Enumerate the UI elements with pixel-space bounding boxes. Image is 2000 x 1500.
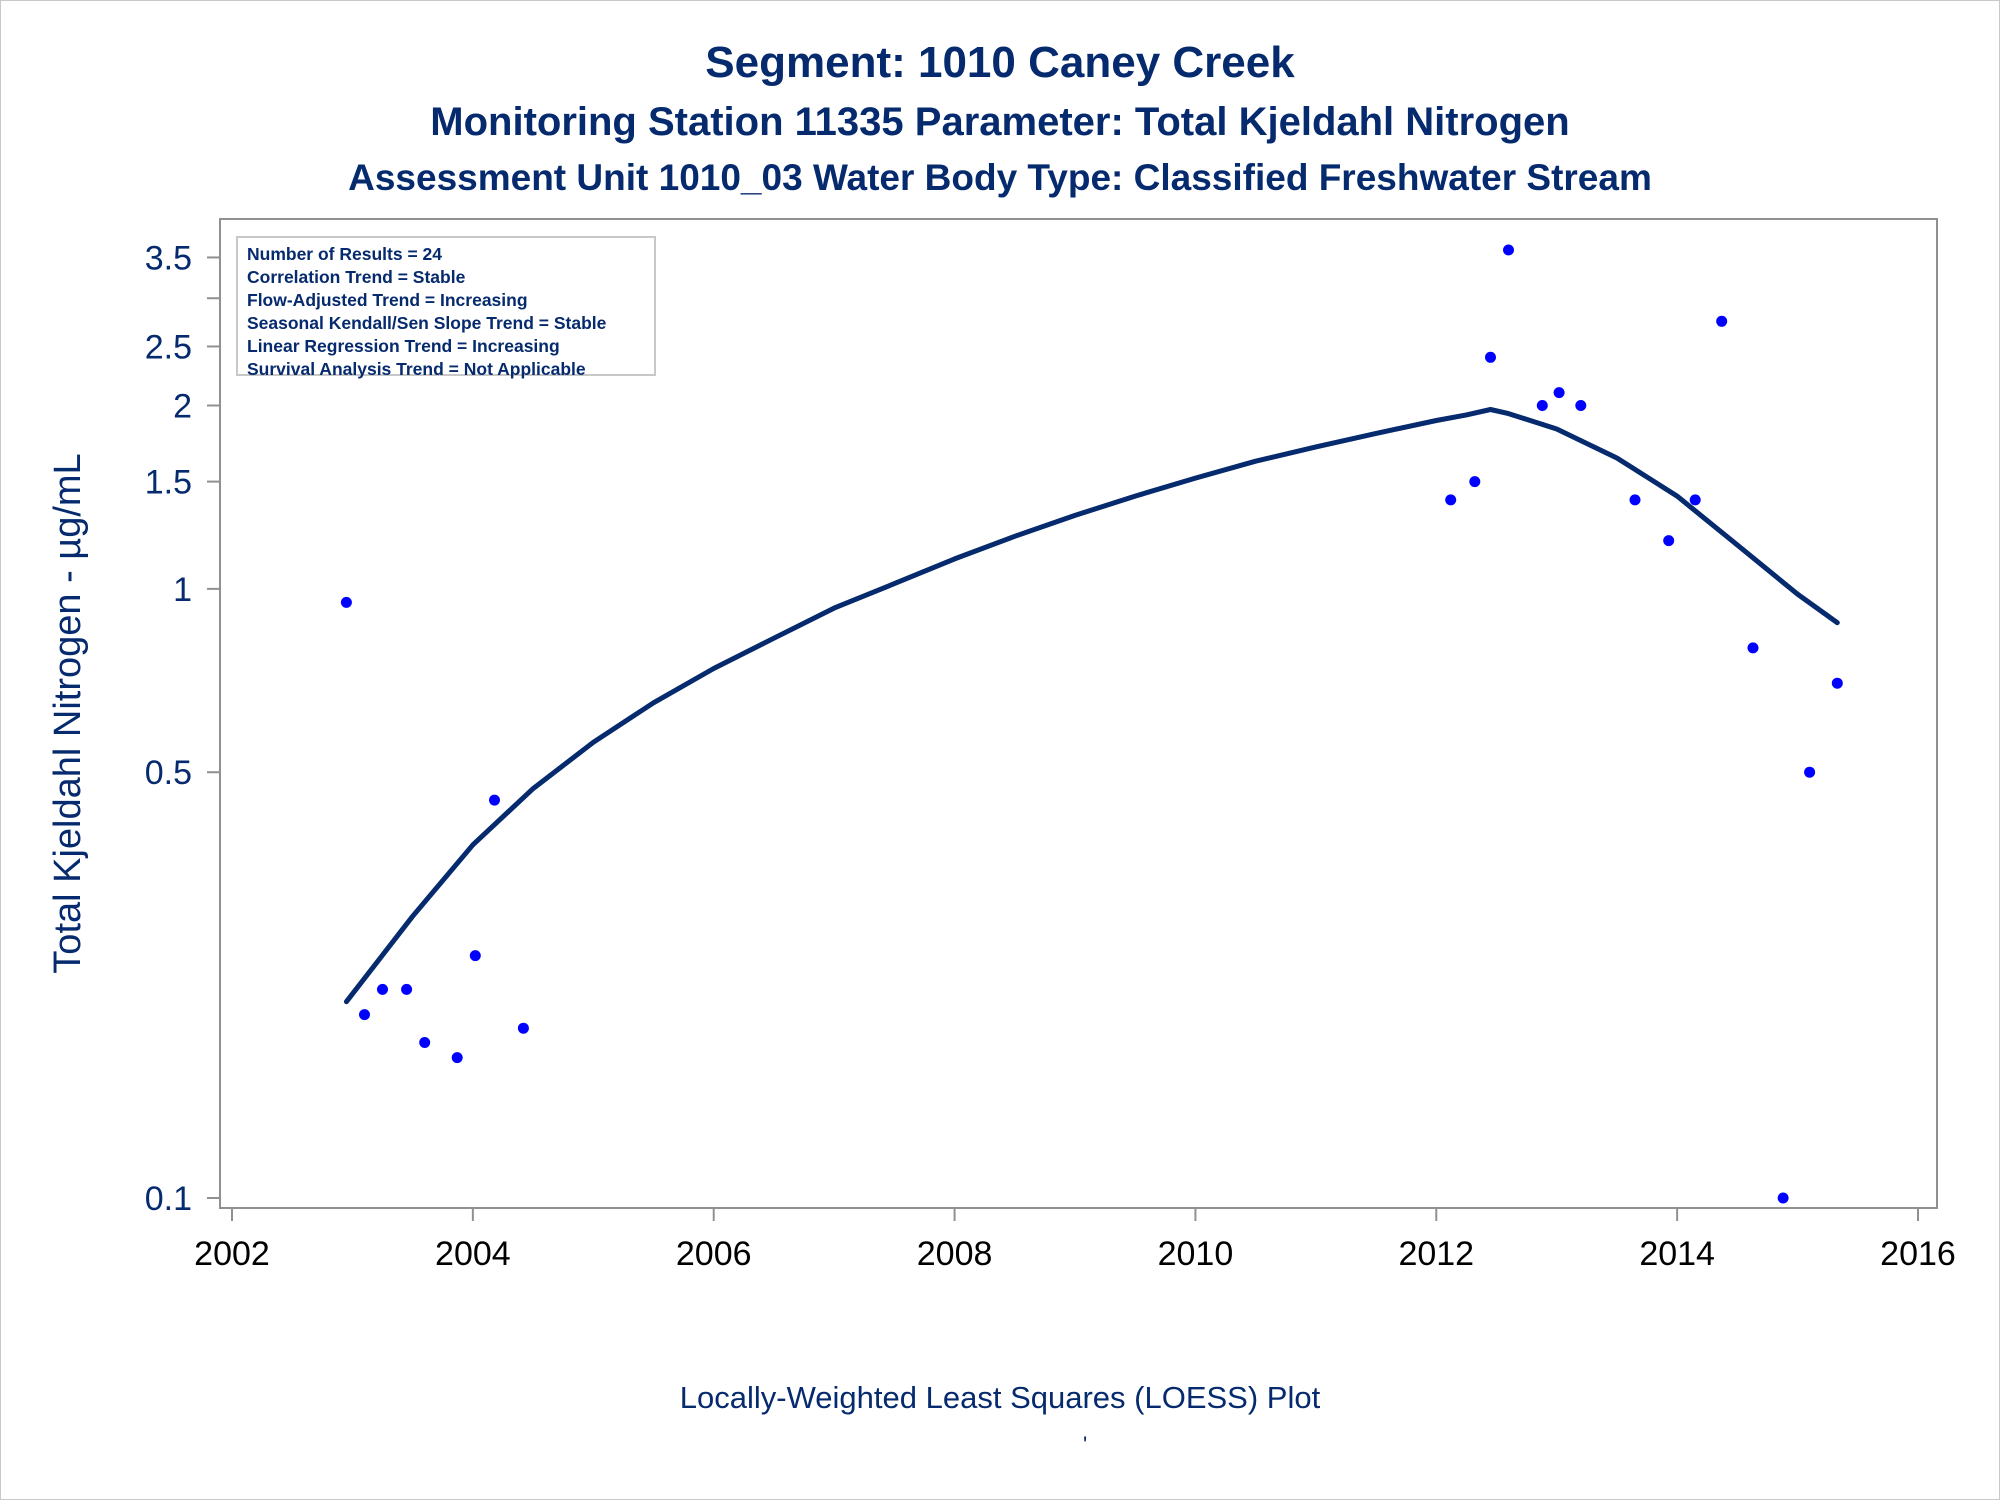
footnote-mark: ' <box>1083 1432 1088 1457</box>
x-tick-label-2002: 2002 <box>194 1235 270 1273</box>
y-tick-label-7: 3.5 <box>145 239 192 277</box>
y-tick-label-3: 1.5 <box>145 464 192 502</box>
data-point-3 <box>401 983 413 995</box>
data-point-13 <box>1536 400 1548 411</box>
data-point-18 <box>1689 494 1701 506</box>
chart-subtitle-2: Assessment Unit 1010_03 Water Body Type:… <box>348 157 1652 198</box>
data-point-7 <box>489 794 500 806</box>
data-point-5 <box>451 1052 463 1064</box>
legend-entry-flow-adjusted: Flow-Adjusted Trend = Increasing <box>247 290 528 310</box>
chart-subtitle: Monitoring Station 11335 Parameter: Tota… <box>430 100 1570 144</box>
data-point-21 <box>1777 1192 1789 1204</box>
data-point-6 <box>469 950 481 962</box>
data-point-11 <box>1485 351 1496 363</box>
data-point-9 <box>1445 494 1457 506</box>
legend-entry-correlation: Correlation Trend = Stable <box>247 267 466 287</box>
plot-area-border <box>219 218 1938 1209</box>
x-tick-label-2004: 2004 <box>435 1235 511 1273</box>
x-tick-label-2010: 2010 <box>1158 1235 1234 1273</box>
y-axis-label: Total Kjeldahl Nitrogen - µg/mL <box>47 453 89 973</box>
loess-line <box>343 407 1840 1005</box>
data-point-14 <box>1553 387 1565 399</box>
data-point-2 <box>377 983 388 995</box>
x-tick-label-2014: 2014 <box>1639 1235 1715 1273</box>
data-point-20 <box>1747 642 1759 654</box>
x-tick-label-2006: 2006 <box>676 1235 752 1273</box>
data-point-15 <box>1575 400 1587 411</box>
y-tick-label-1: 0.5 <box>145 754 192 792</box>
y-tick-label-0: 0.1 <box>145 1180 192 1218</box>
y-tick-label-2: 1 <box>173 571 192 609</box>
data-point-1 <box>359 1009 370 1021</box>
data-point-17 <box>1663 535 1675 547</box>
data-point-0 <box>340 596 352 608</box>
trend-legend: Number of Results = 24 Correlation Trend… <box>236 236 656 379</box>
y-tick-label-4: 2 <box>173 387 192 425</box>
axes-layer: 0.1 0.5 1 1.5 2 2.5 3.5 2002 2004 2006 2008 2010 201… <box>47 218 1956 1273</box>
x-tick-label-2016: 2016 <box>1880 1235 1956 1273</box>
legend-entry-survival-analysis: Survival Analysis Trend = Not Applicable <box>247 359 586 379</box>
legend-entry-results: Number of Results = 24 <box>247 244 442 264</box>
data-point-19 <box>1716 315 1728 327</box>
data-point-10 <box>1469 476 1481 488</box>
chart-title: Segment: 1010 Caney Creek <box>705 38 1295 87</box>
legend-entry-seasonal-kendall: Seasonal Kendall/Sen Slope Trend = Stabl… <box>247 313 607 333</box>
plot-footnote: Locally-Weighted Least Squares (LOESS) P… <box>679 1380 1321 1415</box>
legend-entry-linear-regression: Linear Regression Trend = Increasing <box>247 336 560 356</box>
data-point-22 <box>1804 766 1816 778</box>
x-tick-label-2008: 2008 <box>917 1235 993 1273</box>
data-point-12 <box>1503 244 1514 256</box>
data-point-23 <box>1831 677 1843 689</box>
marks-layer <box>340 244 1843 1204</box>
data-point-4 <box>419 1037 431 1048</box>
data-point-16 <box>1629 494 1641 506</box>
y-tick-label-5: 2.5 <box>145 328 192 366</box>
data-point-8 <box>517 1022 529 1034</box>
x-tick-label-2012: 2012 <box>1398 1235 1474 1273</box>
